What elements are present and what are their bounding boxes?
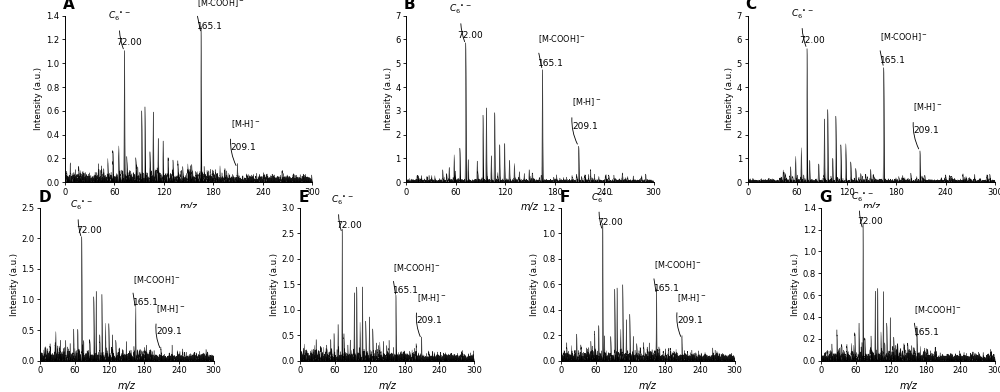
Text: 72.00: 72.00 <box>76 226 102 235</box>
Y-axis label: Intensity (a.u.): Intensity (a.u.) <box>10 253 19 316</box>
Text: 165.1: 165.1 <box>133 298 158 307</box>
Text: [M-COOH]$^-$: [M-COOH]$^-$ <box>197 0 244 9</box>
Text: 72.00: 72.00 <box>336 221 362 230</box>
Text: [M-COOH]$^-$: [M-COOH]$^-$ <box>880 31 927 43</box>
Text: D: D <box>38 190 51 205</box>
Text: [M-COOH]$^-$: [M-COOH]$^-$ <box>914 304 961 316</box>
Text: 209.1: 209.1 <box>231 143 256 152</box>
Y-axis label: Intensity (a.u.): Intensity (a.u.) <box>270 253 279 316</box>
Text: [M-H]$^-$: [M-H]$^-$ <box>677 292 707 304</box>
Text: [M-COOH]$^-$: [M-COOH]$^-$ <box>654 260 701 272</box>
Text: [M-COOH]$^-$: [M-COOH]$^-$ <box>538 34 586 45</box>
Text: 209.1: 209.1 <box>156 327 182 336</box>
Text: [M-COOH]$^-$: [M-COOH]$^-$ <box>133 274 180 286</box>
X-axis label: m/z: m/z <box>899 381 917 391</box>
Text: 165.1: 165.1 <box>197 22 223 31</box>
Text: C: C <box>745 0 756 13</box>
Text: 209.1: 209.1 <box>913 126 939 135</box>
Text: G: G <box>820 190 832 205</box>
X-axis label: m/z: m/z <box>639 381 657 391</box>
Text: $C_6^{\ \bullet -}$: $C_6^{\ \bullet -}$ <box>851 190 875 203</box>
Text: [M-H]$^-$: [M-H]$^-$ <box>913 101 943 113</box>
Text: 165.1: 165.1 <box>914 328 940 337</box>
Text: $C_6^{\ \bullet -}$: $C_6^{\ \bullet -}$ <box>70 199 93 212</box>
X-axis label: m/z: m/z <box>180 202 198 212</box>
Text: $C_6^{\ \bullet -}$: $C_6^{\ \bullet -}$ <box>331 194 354 207</box>
Text: 72.00: 72.00 <box>457 31 483 40</box>
Text: B: B <box>404 0 415 13</box>
Text: 165.1: 165.1 <box>880 56 905 65</box>
Text: $C_6^{\ \bullet -}$: $C_6^{\ \bullet -}$ <box>591 191 614 205</box>
Text: [M-COOH]$^-$: [M-COOH]$^-$ <box>393 262 441 274</box>
Text: 165.1: 165.1 <box>393 286 419 295</box>
X-axis label: m/z: m/z <box>118 381 136 391</box>
Y-axis label: Intensity (a.u.): Intensity (a.u.) <box>791 253 800 316</box>
Text: 72.00: 72.00 <box>799 36 825 45</box>
X-axis label: m/z: m/z <box>862 202 880 212</box>
Text: 165.1: 165.1 <box>654 284 679 293</box>
Text: [M-H]$^-$: [M-H]$^-$ <box>417 292 446 304</box>
Text: [M-H]$^-$: [M-H]$^-$ <box>231 118 260 130</box>
Text: $C_6^{\ \bullet -}$: $C_6^{\ \bullet -}$ <box>791 7 814 21</box>
Text: $C_6^{\ \bullet -}$: $C_6^{\ \bullet -}$ <box>108 9 131 23</box>
X-axis label: m/z: m/z <box>521 202 539 212</box>
Y-axis label: Intensity (a.u.): Intensity (a.u.) <box>530 253 539 316</box>
Text: F: F <box>559 190 570 205</box>
Text: E: E <box>299 190 309 205</box>
Text: 165.1: 165.1 <box>538 59 564 68</box>
Text: $C_6^{\ \bullet -}$: $C_6^{\ \bullet -}$ <box>449 2 472 16</box>
Text: 72.00: 72.00 <box>597 218 623 227</box>
Text: [M-H]$^-$: [M-H]$^-$ <box>156 303 186 315</box>
Text: 209.1: 209.1 <box>677 316 703 325</box>
Text: 72.00: 72.00 <box>116 38 142 47</box>
Text: A: A <box>63 0 74 13</box>
Text: 209.1: 209.1 <box>417 316 443 325</box>
Text: [M-H]$^-$: [M-H]$^-$ <box>572 96 601 108</box>
Y-axis label: Intensity (a.u.): Intensity (a.u.) <box>725 67 734 131</box>
Text: 72.00: 72.00 <box>857 218 883 226</box>
Y-axis label: Intensity (a.u.): Intensity (a.u.) <box>384 67 393 131</box>
X-axis label: m/z: m/z <box>378 381 396 391</box>
Text: 209.1: 209.1 <box>572 122 598 131</box>
Y-axis label: Intensity (a.u.): Intensity (a.u.) <box>34 67 43 131</box>
